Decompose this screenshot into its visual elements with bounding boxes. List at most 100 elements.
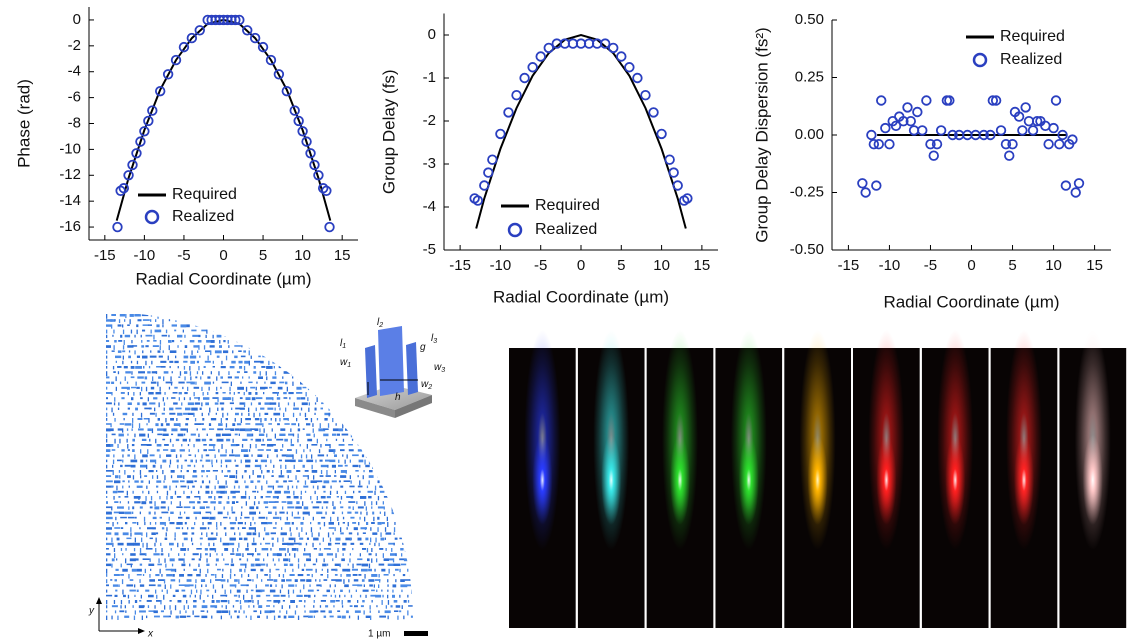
- nanofin: [251, 594, 253, 600]
- nanofin: [339, 324, 342, 329]
- nanofin: [182, 386, 184, 390]
- nanofin: [128, 485, 130, 488]
- nanofin: [368, 579, 375, 582]
- nanofin: [244, 360, 250, 364]
- nanofin: [323, 433, 329, 437]
- nanofin: [287, 475, 289, 479]
- nanofin: [141, 386, 143, 392]
- nanofin: [106, 412, 108, 417]
- nanofin: [272, 485, 274, 490]
- nanofin: [342, 516, 345, 520]
- nanofin: [166, 589, 168, 594]
- nanofin: [266, 470, 270, 473]
- nanofin: [265, 496, 271, 498]
- nanofin: [323, 558, 325, 563]
- nanofin: [273, 314, 275, 319]
- nanofin: [365, 314, 370, 316]
- nanofin: [260, 568, 264, 572]
- nanofin: [395, 428, 397, 432]
- nanofin: [106, 610, 108, 613]
- nanofin: [363, 428, 366, 432]
- nanofin: [195, 376, 198, 379]
- nanofin: [193, 345, 199, 348]
- nanofin: [280, 594, 286, 597]
- nanofin: [336, 386, 338, 391]
- nanofin: [189, 594, 191, 598]
- nanofin: [342, 438, 345, 442]
- nanofin: [208, 449, 216, 451]
- nanofin: [331, 324, 336, 327]
- nanofin: [153, 610, 158, 614]
- nanofin: [203, 444, 207, 446]
- nanofin: [200, 553, 202, 559]
- nanofin: [275, 522, 277, 525]
- nanofin: [130, 464, 136, 468]
- nanofin: [399, 522, 402, 527]
- nanofin: [125, 522, 128, 525]
- nanofin: [117, 366, 122, 368]
- nanofin: [313, 381, 315, 385]
- nanofin: [230, 324, 233, 329]
- nanofin: [366, 485, 369, 489]
- nanofin: [170, 376, 172, 382]
- nanofin: [262, 329, 264, 334]
- nanofin: [242, 376, 244, 379]
- nanofin: [387, 459, 391, 462]
- realized-point: [987, 95, 999, 106]
- nanofin: [183, 360, 188, 363]
- nanofin: [263, 350, 265, 355]
- nanofin: [277, 553, 282, 557]
- nanofin: [134, 537, 136, 543]
- nanofin: [171, 563, 174, 567]
- nanofin: [400, 418, 406, 421]
- nanofin: [248, 605, 250, 608]
- nanofin: [305, 532, 307, 535]
- nanofin: [303, 615, 310, 618]
- nanofin: [224, 563, 229, 566]
- nanofin: [305, 392, 307, 397]
- nanofin: [359, 314, 363, 317]
- nanofin: [387, 563, 395, 566]
- nanofin: [392, 594, 395, 598]
- nanofin: [221, 605, 223, 608]
- nanofin: [152, 475, 154, 479]
- nanofin: [191, 329, 197, 332]
- nanofin: [377, 496, 380, 501]
- nanofin: [408, 605, 413, 607]
- nanofin: [412, 496, 413, 500]
- nanofin: [287, 548, 289, 553]
- realized-point: [543, 42, 554, 54]
- nanofin: [264, 527, 266, 532]
- nanofin: [306, 558, 311, 562]
- nanofin: [387, 584, 389, 587]
- nanofin: [127, 449, 130, 451]
- nanofin: [195, 324, 202, 327]
- nanofin: [154, 511, 156, 515]
- nanofin: [296, 470, 301, 472]
- nanofin: [214, 485, 216, 490]
- nanofin: [315, 558, 318, 563]
- nanofin: [232, 496, 236, 499]
- nanofin: [347, 412, 349, 417]
- nanofin: [319, 345, 323, 348]
- nanofin: [312, 423, 314, 427]
- nanofin: [208, 496, 212, 499]
- nanofin: [406, 584, 413, 587]
- nanofin: [296, 392, 303, 394]
- nanofin: [216, 527, 218, 530]
- nanofin: [336, 496, 339, 498]
- nanofin: [120, 464, 123, 468]
- realized-point: [905, 115, 916, 127]
- nanofin: [348, 506, 351, 509]
- nanofin: [169, 600, 172, 602]
- nanofin: [329, 615, 334, 618]
- nanofin: [388, 568, 390, 574]
- nanofin: [113, 600, 116, 604]
- nanofin: [346, 418, 348, 421]
- nanofin: [239, 407, 245, 410]
- nanofin: [122, 480, 125, 483]
- nanofin: [163, 371, 169, 374]
- nanofin: [257, 334, 261, 337]
- realized-point: [985, 129, 996, 141]
- nanofin: [273, 594, 280, 597]
